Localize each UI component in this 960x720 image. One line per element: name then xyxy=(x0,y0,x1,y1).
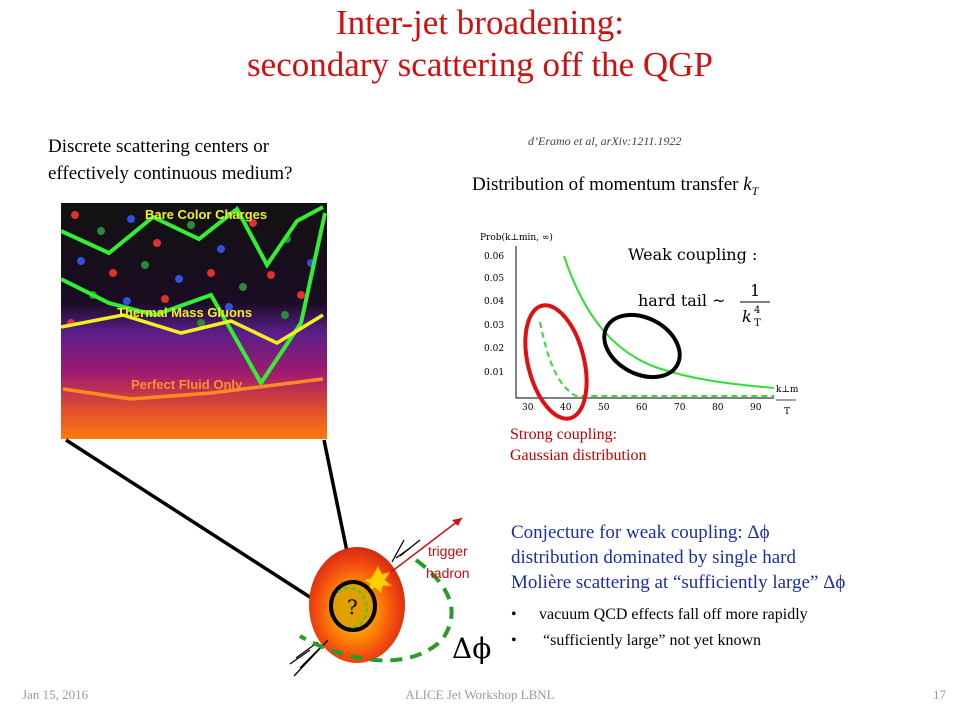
citation: d’Eramo et al, arXiv:1211.1922 xyxy=(528,134,682,148)
y-tick-0-01: 0.01 xyxy=(484,368,504,378)
y-tick-0-04: 0.04 xyxy=(484,297,504,307)
x-label-top: k⊥min xyxy=(776,385,798,395)
conj-line-3: Molière scattering at “sufficiently larg… xyxy=(511,572,846,593)
bullet-item-2: • “sufficiently large” not yet known xyxy=(511,632,761,650)
x-tick-60: 60 xyxy=(636,403,648,413)
bullet-text-2: “sufficiently large” not yet known xyxy=(539,632,762,649)
bullet-dot: • xyxy=(511,606,517,623)
trigger-label-line2: hadron xyxy=(426,565,470,581)
strong-line-2: Gaussian distribution xyxy=(510,447,647,464)
title-line-1: Inter-jet broadening: xyxy=(336,3,624,42)
footer-date: Jan 15, 2016 xyxy=(22,687,89,702)
y-tick-0-02: 0.02 xyxy=(484,344,504,354)
trigger-jet-line xyxy=(356,517,463,599)
zoom-line-right xyxy=(322,439,359,601)
x-tick-90: 90 xyxy=(750,403,762,413)
x-tick-70: 70 xyxy=(674,403,686,413)
x-tick-50: 50 xyxy=(598,403,610,413)
question-mark: ? xyxy=(347,595,358,619)
plot-y-label: Prob(k⊥min, ∞) xyxy=(480,232,553,243)
question-text: Discrete scattering centers or effective… xyxy=(48,133,292,187)
kt-variable: k xyxy=(743,174,752,195)
zoom-line-left xyxy=(65,438,331,612)
distribution-title-text: Distribution of momentum transfer xyxy=(472,174,744,195)
bare-charge-path xyxy=(61,205,324,269)
label-bare-charges: Bare Color Charges xyxy=(145,207,267,222)
x-label-bottom: T xyxy=(784,407,790,417)
zigzag-path xyxy=(61,212,327,387)
away-jet-arrows xyxy=(289,639,329,677)
bullet-dot: • xyxy=(511,632,517,649)
distribution-title: Distribution of momentum transfer kT xyxy=(472,174,758,199)
weak-coupling-curve xyxy=(563,255,775,389)
trigger-jet-arrows xyxy=(391,539,421,563)
strong-coupling-ellipse xyxy=(523,303,589,421)
question-line-2: effectively continuous medium? xyxy=(48,163,293,184)
kt-subscript: T xyxy=(751,183,759,198)
question-line-1: Discrete scattering centers or xyxy=(48,136,270,157)
footer-center: ALICE Jet Workshop LBNL xyxy=(405,687,555,702)
x-tick-30: 30 xyxy=(522,403,534,413)
y-tick-0-06: 0.06 xyxy=(484,252,504,262)
strong-coupling-curve xyxy=(539,321,774,397)
label-perfect-fluid: Perfect Fluid Only xyxy=(131,377,243,392)
strong-coupling-text: Strong coupling: Gaussian distribution xyxy=(510,424,646,466)
qgp-blob xyxy=(309,547,405,663)
inner-dashed-arc xyxy=(337,587,368,629)
scatter-star-icon xyxy=(361,564,394,595)
trigger-label-line1: trigger xyxy=(428,543,468,559)
color-charge-dots xyxy=(67,211,315,327)
conj-line-2: distribution dominated by single hard xyxy=(511,547,796,568)
fraction-numerator: 1 xyxy=(750,281,760,300)
hard-tail-ellipse xyxy=(602,312,682,380)
thermal-path xyxy=(61,313,324,345)
y-tick-0-03: 0.03 xyxy=(484,321,504,331)
weak-coupling-label: Weak coupling : xyxy=(628,245,757,264)
fraction-denominator: k xyxy=(742,307,752,326)
scattering-region xyxy=(329,580,377,632)
trigger-arrow-head xyxy=(452,518,462,526)
fraction-subscript: T xyxy=(754,318,761,329)
y-tick-0-05: 0.05 xyxy=(484,274,504,284)
title-line-2: secondary scattering off the QGP xyxy=(247,45,713,84)
fluid-path xyxy=(62,377,324,401)
bullet-item-1: • vacuum QCD effects fall off more rapidl… xyxy=(511,606,808,624)
hard-tail-label: hard tail ~ xyxy=(638,291,726,310)
conj-line-1: Conjecture for weak coupling: Δϕ xyxy=(511,522,770,543)
conjecture-text: Conjecture for weak coupling: Δϕ distrib… xyxy=(511,520,845,595)
footer-page-number: 17 xyxy=(933,687,946,702)
x-tick-40: 40 xyxy=(560,403,572,413)
delta-phi-arc xyxy=(298,558,454,663)
strong-line-1: Strong coupling: xyxy=(510,426,618,443)
slide-title: Inter-jet broadening: secondary scatteri… xyxy=(0,2,960,86)
probability-plot: Prob(k⊥min, ∞) 0.06 0.05 0.04 0.03 0.02 … xyxy=(480,232,798,421)
x-tick-80: 80 xyxy=(712,403,724,413)
fraction-superscript: 4 xyxy=(754,305,760,316)
medium-illustration: Bare Color Charges Thermal Mass Gluons P… xyxy=(61,203,327,439)
label-thermal-gluons: Thermal Mass Gluons xyxy=(117,305,252,320)
delta-phi-label: Δϕ xyxy=(452,632,491,665)
bullet-text-1: vacuum QCD effects fall off more rapidly xyxy=(539,606,808,623)
